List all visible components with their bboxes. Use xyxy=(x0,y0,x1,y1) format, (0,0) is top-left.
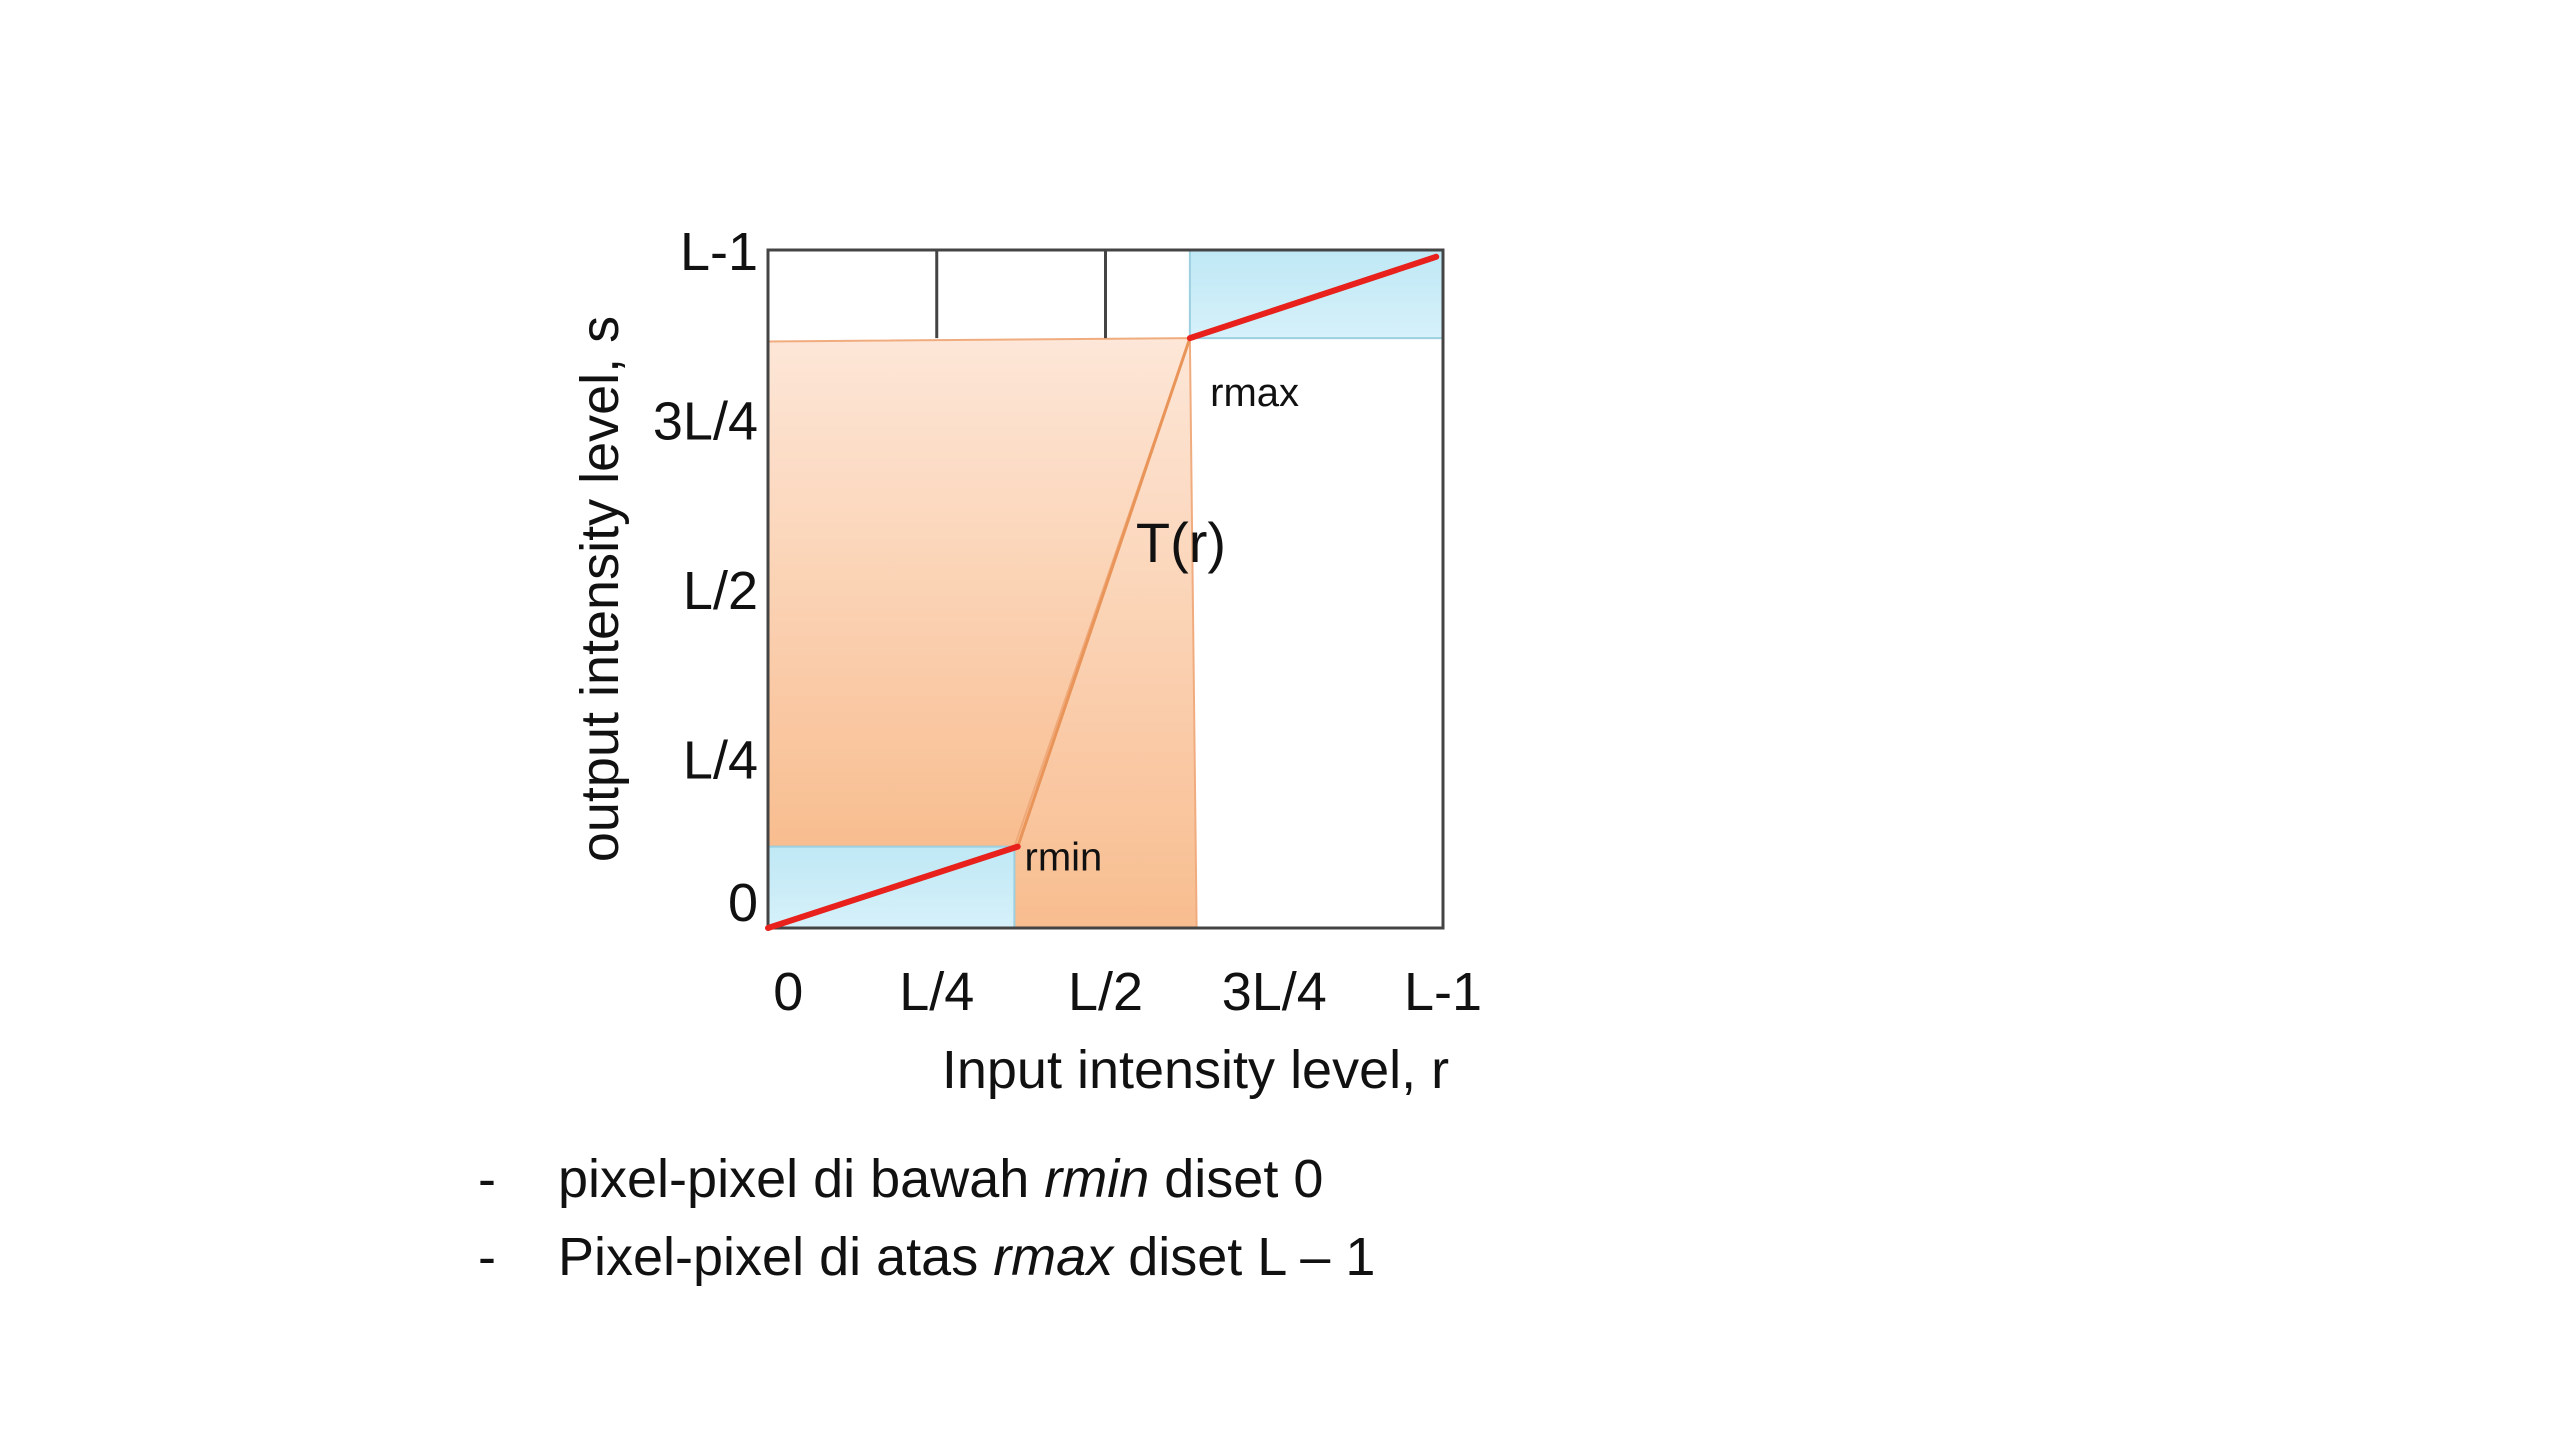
note-text-end: diset 0 xyxy=(1149,1149,1324,1209)
x-axis-title: Input intensity level, r xyxy=(942,1040,1449,1100)
note-text-end: diset L – 1 xyxy=(1113,1227,1376,1287)
note-bullet: - xyxy=(478,1227,496,1287)
y-tick-label-2: L/4 xyxy=(683,731,758,791)
note-text: Pixel-pixel di atas xyxy=(558,1227,994,1287)
x-tick-label-2: L/4 xyxy=(899,962,974,1022)
note-text: pixel-pixel di bawah xyxy=(558,1149,1045,1209)
y-tick-label-3: L/2 xyxy=(683,561,758,621)
annotation-rmin: rmin xyxy=(1025,835,1103,879)
note-bullet: - xyxy=(478,1149,496,1209)
y-tick-label-1: 0 xyxy=(728,873,758,933)
plot-frame xyxy=(766,248,1445,930)
annotation-rmax: rmax xyxy=(1210,371,1299,415)
notes-list: - pixel-pixel di bawah rmin diset 0 - Pixel… xyxy=(478,1140,1878,1296)
x-tick-label-5: L-1 xyxy=(1404,962,1482,1022)
y-tick-label-5: L-1 xyxy=(680,222,758,282)
x-tick-label-1: 0 xyxy=(773,962,803,1022)
note-item: - pixel-pixel di bawah rmin diset 0 xyxy=(478,1140,1878,1218)
note-item: - Pixel-pixel di atas rmax diset L – 1 xyxy=(478,1218,1878,1296)
note-emphasis: rmax xyxy=(993,1227,1114,1287)
chart-labels: 0 L/4 L/2 3L/4 L-1 0 L/4 L/2 3L/4 L-1 Input intens… xyxy=(570,222,1482,1100)
note-emphasis: rmin xyxy=(1044,1149,1150,1209)
y-axis-title: output intensity level, s xyxy=(570,316,630,862)
x-tick-label-3: L/2 xyxy=(1068,962,1143,1022)
annotation-tr: T(r) xyxy=(1136,511,1226,574)
red-segment-2 xyxy=(1186,253,1440,342)
red-segment-1 xyxy=(765,843,1021,931)
transformation-lines xyxy=(765,253,1440,931)
y-tick-label-4: 3L/4 xyxy=(653,392,758,452)
x-tick-label-4: 3L/4 xyxy=(1222,962,1327,1022)
